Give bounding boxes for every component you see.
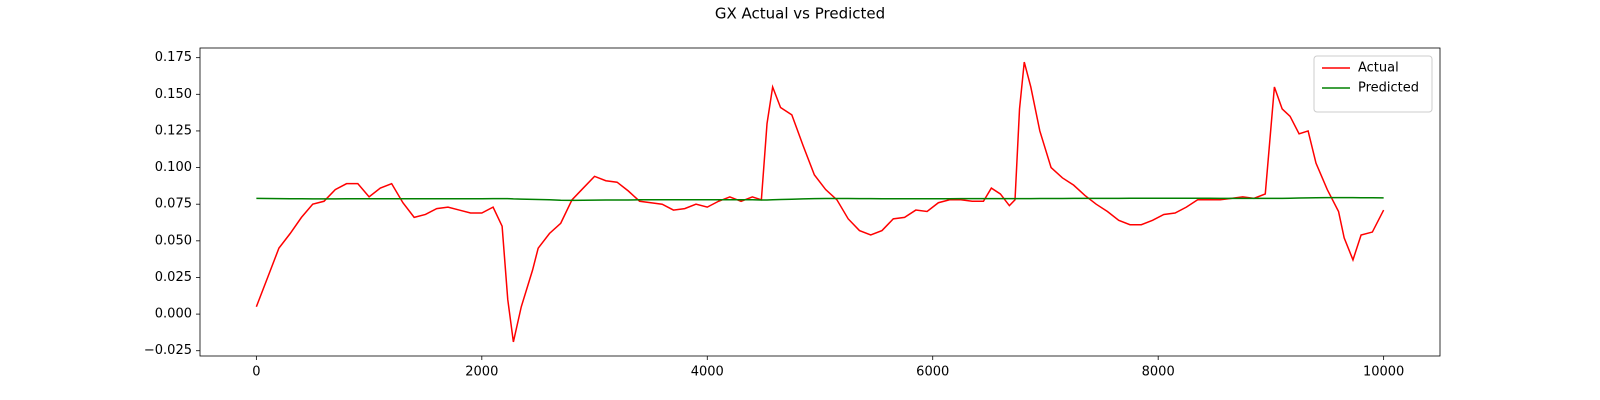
x-tick-label: 8000	[1142, 365, 1175, 380]
y-tick-label: 0.150	[155, 87, 192, 102]
legend: Actual Predicted	[1313, 55, 1433, 113]
x-tick-label: 6000	[916, 365, 949, 380]
y-tick-label: 0.100	[155, 160, 192, 175]
legend-label: Actual	[1358, 61, 1399, 76]
plot-frame	[199, 47, 1441, 357]
y-tick-label: 0.175	[155, 50, 192, 65]
x-tick-label: 2000	[465, 365, 498, 380]
legend-box	[1313, 55, 1433, 113]
series-line	[256, 196, 1384, 202]
x-tick-label: 4000	[691, 365, 724, 380]
x-tick-label: 0	[252, 365, 260, 380]
y-tick-label: 0.025	[155, 270, 192, 285]
x-tick-label: 10000	[1363, 365, 1404, 380]
series-line	[255, 61, 1385, 343]
y-tick-label: −0.025	[144, 343, 192, 358]
y-tick-label: 0.125	[155, 123, 192, 138]
y-tick-label: 0.000	[155, 307, 192, 322]
y-tick-label: 0.050	[155, 233, 192, 248]
y-tick-label: 0.075	[155, 197, 192, 212]
chart-title: GX Actual vs Predicted	[715, 5, 885, 23]
legend-label: Predicted	[1358, 81, 1419, 96]
